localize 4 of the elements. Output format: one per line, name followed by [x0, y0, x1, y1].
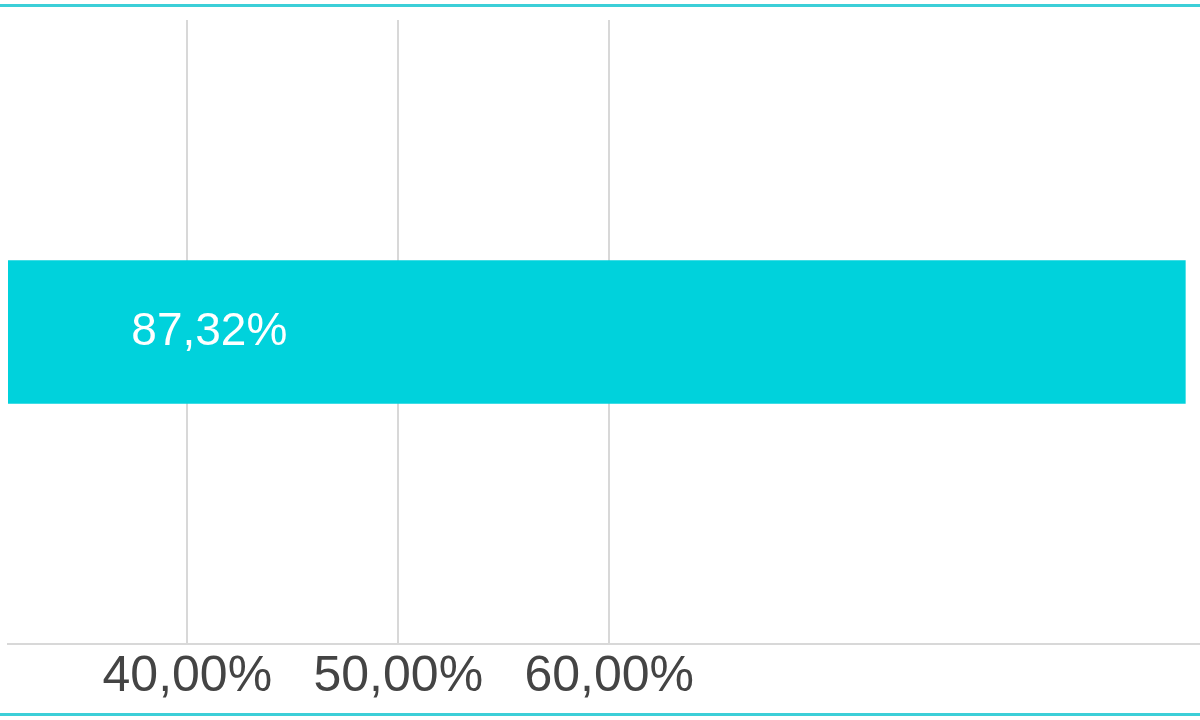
- x-tick-label: 50,00%: [313, 645, 484, 702]
- text: 87,32%: [131, 302, 288, 355]
- x-tick-label: 60,00%: [524, 645, 695, 702]
- x-tick-label: 40,00%: [102, 645, 273, 702]
